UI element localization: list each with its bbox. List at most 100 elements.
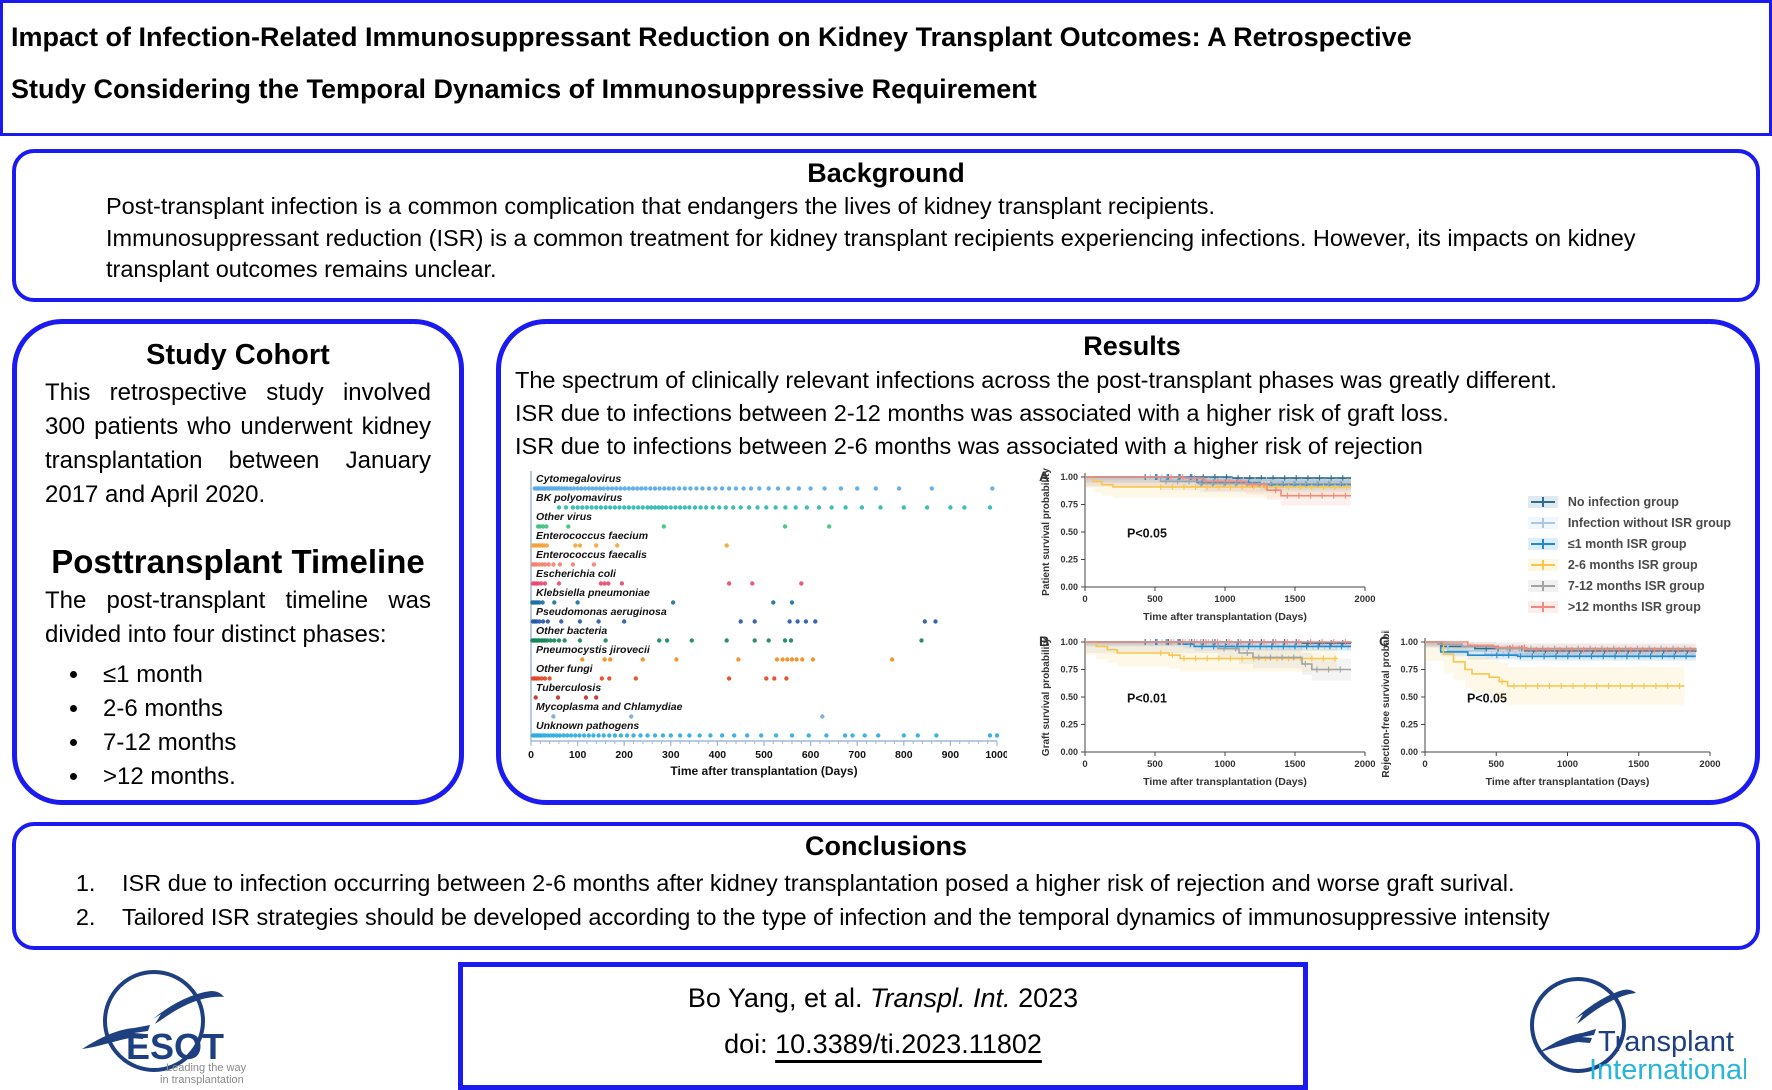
svg-text:0.00: 0.00: [1060, 582, 1078, 592]
legend-label: >12 months ISR group: [1567, 599, 1701, 614]
legend-label: Infection without ISR group: [1567, 515, 1731, 530]
legend-key-icon: [1527, 495, 1558, 508]
svg-text:Enterococcus faecalis: Enterococcus faecalis: [536, 549, 647, 561]
svg-text:1000: 1000: [985, 749, 1007, 761]
infection-spectrum-scatter-plot: 0 100 200 300 400 500 600 700 800 900 1000 Time aft…: [528, 470, 1009, 778]
svg-text:Rejection-free survival probab: Rejection-free survival probability: [1381, 630, 1392, 778]
results-heading: Results: [1083, 330, 1181, 361]
legend-entry: 7-12 months ISR group: [1527, 579, 1731, 593]
km-legend: No infection group Infection without ISR …: [1527, 494, 1731, 614]
legend-key-icon: [1527, 600, 1558, 613]
phase-item: >12 months.: [91, 760, 431, 794]
title-box: Impact of Infection-Related Immunosuppre…: [0, 0, 1772, 136]
patient-survival-km-plot: A 0.00 0.25 0.50 0.75 1.00 0 500 1000 1500 2000 Pat…: [1039, 467, 1376, 623]
legend-entry: Infection without ISR group: [1527, 515, 1731, 530]
svg-text:Klebsiella pneumoniae: Klebsiella pneumoniae: [536, 587, 650, 599]
svg-text:C: C: [1379, 633, 1389, 649]
background-line1: Post-transplant infection is a common co…: [106, 193, 1215, 219]
svg-text:400: 400: [709, 749, 727, 761]
conclusion-item: Tailored ISR strategies should be develo…: [102, 900, 1732, 934]
legend-label: ≤1 month ISR group: [1567, 536, 1687, 551]
svg-text:0.00: 0.00: [1060, 747, 1078, 757]
esot-logo: ESOT Leading the way in transplantation: [82, 969, 247, 1085]
legend-key-icon: [1527, 579, 1558, 592]
svg-text:Time after transplantation (Da: Time after transplantation (Days): [1143, 776, 1307, 788]
svg-text:1.00: 1.00: [1060, 472, 1078, 482]
svg-text:P<0.01: P<0.01: [1127, 691, 1167, 705]
legend-entry: ≤1 month ISR group: [1527, 536, 1731, 551]
svg-text:P<0.05: P<0.05: [1467, 691, 1507, 705]
svg-text:Pneumocystis jirovecii: Pneumocystis jirovecii: [536, 644, 651, 656]
svg-text:500: 500: [1147, 594, 1163, 605]
citation-line: Bo Yang, et al. Transpl. Int. 2023: [503, 975, 1263, 1021]
legend-entry: >12 months ISR group: [1527, 599, 1731, 614]
citation-authors: Bo Yang, et al.: [687, 982, 870, 1013]
citation-year: 2023: [1010, 982, 1079, 1013]
svg-text:Mycoplasma and Chlamydiae: Mycoplasma and Chlamydiae: [536, 701, 683, 713]
study-cohort-heading: Study Cohort: [146, 338, 330, 371]
svg-text:Other fungi: Other fungi: [536, 663, 594, 675]
svg-text:Time after transplantation (Da: Time after transplantation (Days): [670, 764, 857, 778]
svg-text:0: 0: [1082, 594, 1087, 605]
legend-key-icon: [1527, 516, 1558, 529]
conclusions-list: ISR due to infection occurring between 2…: [40, 866, 1732, 934]
svg-text:0.75: 0.75: [1060, 499, 1078, 509]
rejection-free-survival-km-plot: C 0.00 0.25 0.50 0.75 1.00 0 500 1000 1500 2000 Rej…: [1379, 630, 1721, 788]
svg-text:0: 0: [528, 749, 534, 761]
svg-text:Time after transplantation (Da: Time after transplantation (Days): [1143, 611, 1307, 623]
citation-box: Bo Yang, et al. Transpl. Int. 2023 doi: …: [458, 961, 1308, 1090]
legend-key-icon: [1527, 558, 1558, 571]
svg-text:1500: 1500: [1628, 759, 1649, 770]
svg-text:0.50: 0.50: [1400, 692, 1418, 702]
legend-label: No infection group: [1567, 494, 1679, 509]
conclusions-heading: Conclusions: [804, 830, 967, 861]
results-box: Results The spectrum of clinically relev…: [496, 318, 1760, 805]
svg-text:0: 0: [1082, 759, 1087, 770]
results-line1: The spectrum of clinically relevant infe…: [515, 366, 1557, 393]
legend-entry: 2-6 months ISR group: [1527, 557, 1731, 572]
svg-text:500: 500: [1488, 759, 1504, 770]
legend-entry: No infection group: [1527, 494, 1731, 509]
study-cohort-body: This retrospective study involved 300 pa…: [45, 378, 431, 508]
background-line2: Immunosuppressant reduction (ISR) is a c…: [106, 224, 1636, 283]
svg-text:1000: 1000: [1214, 759, 1235, 770]
svg-text:1.00: 1.00: [1400, 637, 1418, 647]
svg-text:0.25: 0.25: [1060, 554, 1078, 564]
phase-item: ≤1 month: [91, 658, 431, 692]
svg-text:Cytomegalovirus: Cytomegalovirus: [536, 473, 621, 485]
svg-text:Other virus: Other virus: [536, 511, 592, 523]
svg-text:Enterococcus faecium: Enterococcus faecium: [536, 530, 648, 542]
esot-right-hand-icon: [153, 990, 224, 1024]
svg-text:100: 100: [569, 749, 587, 761]
svg-text:1.00: 1.00: [1060, 637, 1078, 647]
svg-text:Escherichia coli: Escherichia coli: [536, 568, 617, 580]
esot-tagline-line1: Leading the way: [166, 1062, 247, 1074]
timeline-heading: Posttransplant Timeline: [51, 542, 425, 580]
svg-text:A: A: [1039, 468, 1049, 484]
doi-line: doi: 10.3389/ti.2023.11802: [503, 1021, 1263, 1067]
doi-link[interactable]: 10.3389/ti.2023.11802: [775, 1028, 1042, 1059]
esot-tagline-line2: in transplantation: [160, 1074, 244, 1085]
phase-item: 2-6 months: [91, 692, 431, 726]
svg-text:2000: 2000: [1699, 759, 1720, 770]
results-line2: ISR due to infections between 2-12 month…: [515, 399, 1449, 426]
svg-text:0: 0: [1422, 759, 1427, 770]
svg-text:Pseudomonas aeruginosa: Pseudomonas aeruginosa: [536, 606, 667, 618]
svg-text:Unknown pathogens: Unknown pathogens: [536, 720, 639, 732]
timeline-intro: The post-transplant timeline was divided…: [45, 586, 431, 648]
legend-label: 2-6 months ISR group: [1567, 557, 1698, 572]
svg-text:0.25: 0.25: [1400, 719, 1418, 729]
ti-left-hand-icon: [1538, 1028, 1596, 1053]
svg-text:0.50: 0.50: [1060, 692, 1078, 702]
ti-wordmark-line2: International: [1589, 1054, 1746, 1085]
graphical-abstract-page: Impact of Infection-Related Immunosuppre…: [0, 0, 1772, 1006]
background-box: Background Post-transplant infection is …: [12, 149, 1760, 302]
study-cohort-box: Study Cohort This retrospective study in…: [12, 318, 464, 805]
svg-text:0.75: 0.75: [1400, 664, 1418, 674]
svg-text:200: 200: [615, 749, 633, 761]
svg-text:700: 700: [848, 749, 866, 761]
svg-text:800: 800: [895, 749, 913, 761]
phase-item: 7-12 months: [91, 726, 431, 760]
svg-text:Other bacteria: Other bacteria: [536, 625, 607, 637]
timeline-phase-list: ≤1 month 2-6 months 7-12 months >12 mont…: [45, 658, 431, 794]
